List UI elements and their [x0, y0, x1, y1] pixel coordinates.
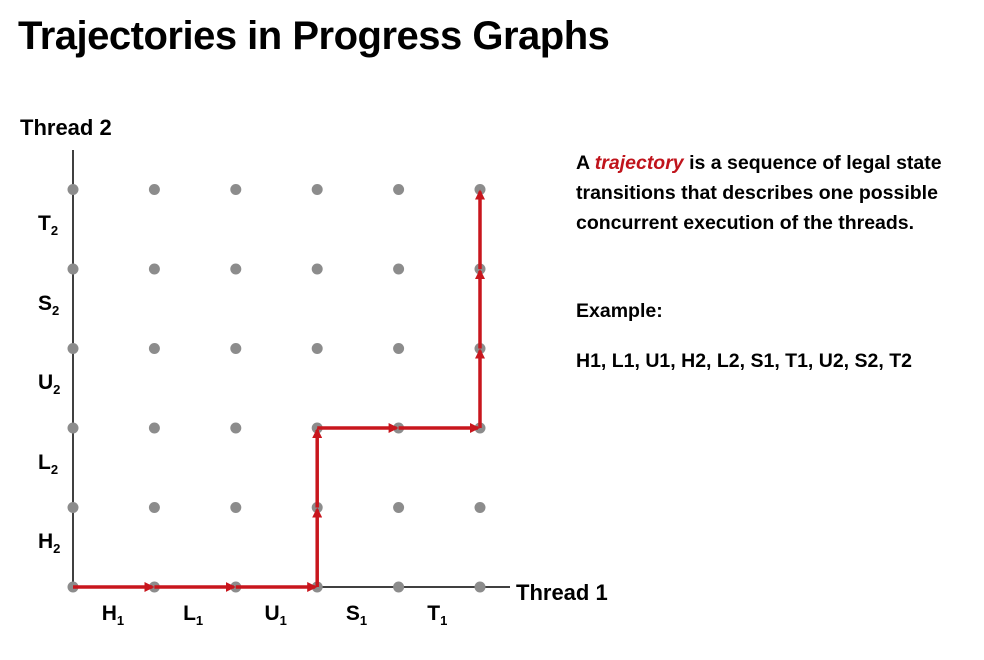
x-axis-label-u1: U1: [264, 602, 287, 629]
x-axis-label-s1: S1: [345, 602, 368, 629]
y-axis-label-h2: H2: [38, 530, 61, 557]
page-title: Trajectories in Progress Graphs: [18, 14, 610, 58]
grid-point: [148, 263, 160, 275]
grid-point: [393, 502, 405, 513]
y-axis-label-l2: L2: [38, 450, 59, 477]
grid-point: [148, 422, 160, 434]
grid-point: [148, 502, 160, 513]
y-axis-label-t2: T2: [38, 212, 59, 239]
description-suffix: is a sequence of legal state transitions…: [576, 152, 942, 234]
grid-point: [148, 343, 160, 354]
grid-point: [67, 422, 79, 434]
x-axis-label-t1: T1: [427, 602, 448, 629]
description-prefix: A: [576, 152, 595, 174]
grid-point: [67, 263, 79, 275]
x-axis-label-h1: H1: [101, 602, 125, 629]
grid-point: [311, 343, 323, 354]
grid-point: [230, 422, 242, 434]
grid-point: [67, 502, 79, 513]
description-emphasis: trajectory: [594, 152, 684, 174]
grid-point: [393, 263, 405, 275]
trajectory-description: A trajectory is a sequence of legal stat…: [576, 148, 976, 238]
grid-point: [230, 263, 242, 275]
grid-point: [393, 343, 405, 354]
grid-point: [67, 343, 79, 354]
grid-point: [230, 184, 242, 195]
grid-point: [311, 263, 323, 275]
example-title: Example:: [576, 300, 663, 322]
y-axis-label-u2: U2: [38, 371, 61, 398]
grid-point: [393, 184, 405, 195]
grid-point: [393, 581, 405, 593]
grid-point: [67, 184, 79, 195]
grid-point: [148, 184, 160, 195]
y-axis-label-s2: S2: [38, 291, 60, 318]
grid-point: [230, 343, 242, 354]
example-sequence: H1, L1, U1, H2, L2, S1, T1, U2, S2, T2: [576, 350, 912, 372]
x-axis-title: Thread 1: [516, 580, 608, 605]
y-axis-title: Thread 2: [20, 115, 112, 140]
grid-point: [311, 184, 323, 195]
x-axis-label-l1: L1: [183, 602, 204, 629]
grid-point: [474, 581, 486, 593]
grid-point: [474, 502, 486, 513]
grid-point: [230, 502, 242, 513]
